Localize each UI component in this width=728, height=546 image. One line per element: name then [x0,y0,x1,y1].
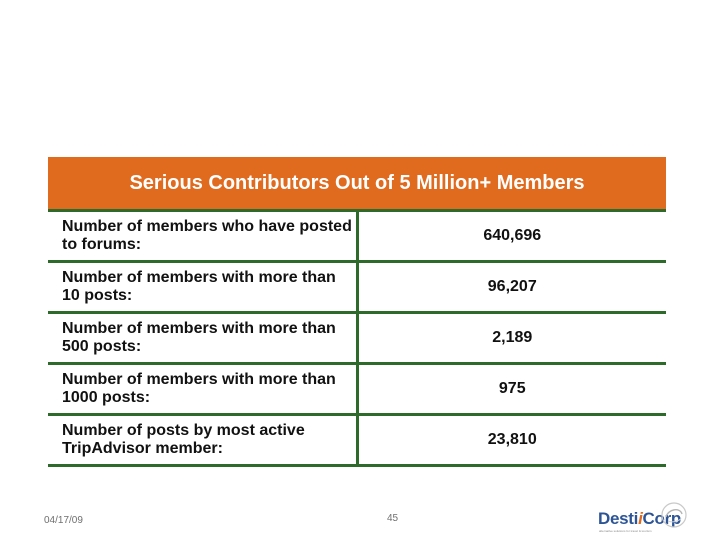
row-label: Number of members with more than 500 pos… [48,313,357,364]
destiicorp-logo: DestiiCorp alternative solutions for tra… [598,499,690,539]
row-value: 23,810 [357,415,666,466]
row-value: 975 [357,364,666,415]
footer-date: 04/17/09 [44,515,83,526]
row-label: Number of posts by most active TripAdvis… [48,415,357,466]
row-value: 640,696 [357,211,666,262]
row-label: Number of members with more than 10 post… [48,262,357,313]
table-row: Number of members with more than 10 post… [48,262,666,313]
row-value: 96,207 [357,262,666,313]
row-label: Number of members with more than 1000 po… [48,364,357,415]
row-value: 2,189 [357,313,666,364]
table-row: Number of members with more than 1000 po… [48,364,666,415]
table-row: Number of members who have posted to for… [48,211,666,262]
row-label: Number of members who have posted to for… [48,211,357,262]
table-title: Serious Contributors Out of 5 Million+ M… [48,157,666,211]
logo-tagline: alternative solutions for travel & touri… [599,529,652,533]
table-row: Number of posts by most active TripAdvis… [48,415,666,466]
logo-swirl-icon [660,501,688,529]
table-row: Number of members with more than 500 pos… [48,313,666,364]
page-number: 45 [387,513,398,524]
table-header-row: Serious Contributors Out of 5 Million+ M… [48,157,666,211]
logo-word-part1: Desti [598,509,638,528]
contributors-table: Serious Contributors Out of 5 Million+ M… [48,157,666,467]
